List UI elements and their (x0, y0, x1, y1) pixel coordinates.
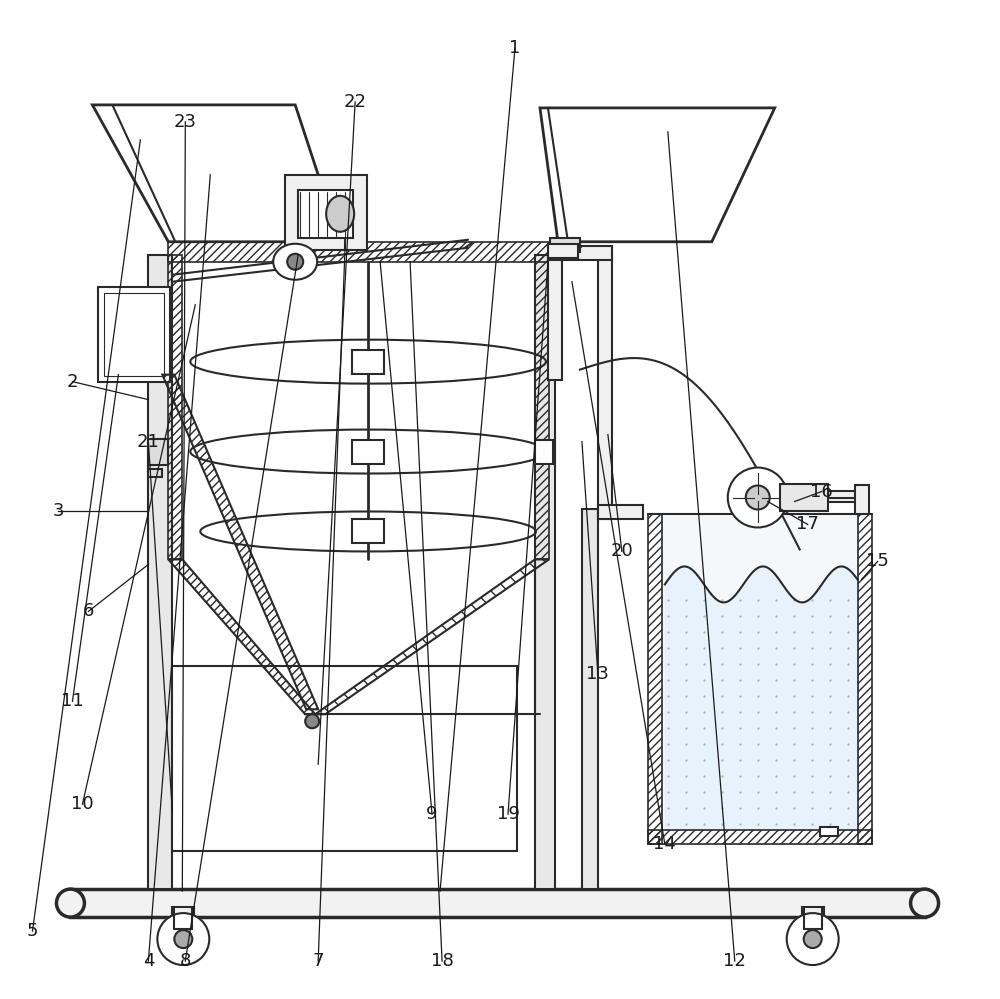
Bar (548, 252, 562, 380)
Bar (352, 519, 384, 543)
Text: 10: 10 (71, 795, 94, 813)
Bar (802, 907, 824, 917)
Ellipse shape (728, 468, 788, 527)
Text: 20: 20 (611, 542, 633, 560)
Bar (298, 190, 353, 238)
Text: 3: 3 (53, 502, 64, 520)
Ellipse shape (746, 486, 770, 509)
Ellipse shape (174, 930, 192, 948)
Text: 22: 22 (344, 93, 367, 111)
Ellipse shape (287, 254, 303, 270)
Bar (780, 484, 828, 511)
Bar (168, 242, 560, 262)
Bar (172, 666, 517, 851)
Bar (648, 830, 872, 844)
Text: 15: 15 (866, 552, 889, 570)
Bar (168, 255, 182, 559)
Bar (550, 238, 580, 252)
Text: 23: 23 (174, 113, 197, 131)
Text: 19: 19 (497, 805, 519, 823)
Text: 4: 4 (143, 952, 154, 970)
Ellipse shape (787, 913, 839, 965)
Polygon shape (540, 108, 775, 242)
Text: 6: 6 (83, 602, 94, 620)
Bar (70, 889, 925, 917)
Text: 1: 1 (509, 39, 521, 57)
Bar (172, 907, 194, 917)
Bar (820, 827, 838, 836)
Bar (598, 505, 643, 519)
Ellipse shape (56, 889, 84, 917)
Bar (535, 255, 555, 889)
Bar (98, 287, 170, 382)
Bar (548, 246, 612, 260)
Text: 13: 13 (586, 665, 609, 683)
Ellipse shape (305, 714, 319, 728)
Text: 11: 11 (61, 692, 84, 710)
Bar (548, 244, 578, 258)
Bar (285, 175, 367, 250)
Bar (535, 440, 553, 464)
Text: 16: 16 (810, 483, 833, 500)
Ellipse shape (804, 930, 822, 948)
Bar (148, 439, 168, 465)
Text: 2: 2 (67, 373, 78, 391)
Text: 14: 14 (653, 835, 676, 853)
Bar (148, 255, 172, 889)
Text: 5: 5 (27, 922, 38, 940)
Bar (598, 255, 612, 519)
Bar (352, 440, 384, 464)
Text: 7: 7 (312, 952, 324, 970)
Bar (582, 509, 598, 889)
Polygon shape (92, 105, 340, 242)
Text: 21: 21 (137, 433, 160, 451)
Bar (858, 514, 872, 844)
Text: 8: 8 (180, 952, 191, 970)
Text: 9: 9 (426, 805, 438, 823)
Bar (148, 469, 162, 477)
Ellipse shape (273, 244, 317, 280)
Bar (662, 514, 858, 830)
Bar (535, 255, 549, 559)
Ellipse shape (157, 913, 209, 965)
Bar (828, 491, 858, 502)
Bar (648, 514, 662, 844)
Text: 18: 18 (431, 952, 453, 970)
Text: 12: 12 (723, 952, 746, 970)
Bar (104, 293, 164, 376)
Ellipse shape (911, 889, 939, 917)
Bar (855, 485, 869, 514)
Ellipse shape (326, 196, 354, 232)
Text: 17: 17 (796, 515, 819, 533)
Bar (352, 350, 384, 374)
